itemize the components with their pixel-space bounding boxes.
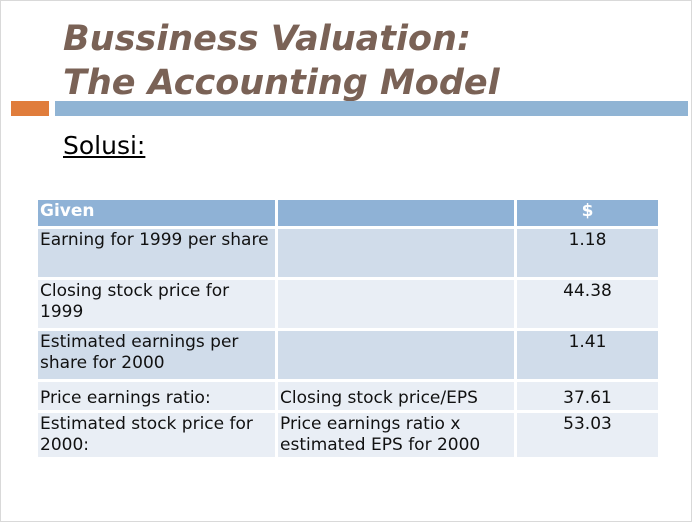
row-label: Earning for 1999 per share: [38, 229, 275, 277]
row-formula: [278, 229, 514, 277]
row-formula: Closing stock price/EPS: [278, 382, 514, 410]
row-formula: [278, 331, 514, 379]
slide-title-line-2: The Accounting Model: [63, 63, 500, 103]
table-header-row: Given $: [38, 200, 658, 226]
accent-bar: [11, 101, 49, 116]
header-given: Given: [38, 200, 275, 226]
row-label: Estimated stock price for 2000:: [38, 413, 275, 457]
table-row: Price earnings ratio: Closing stock pric…: [38, 382, 658, 410]
table-row: Earning for 1999 per share 1.18: [38, 229, 658, 277]
row-formula: Price earnings ratio x estimated EPS for…: [278, 413, 514, 457]
table-row: Estimated earnings per share for 2000 1.…: [38, 331, 658, 379]
title-divider: [55, 101, 688, 116]
header-currency: $: [517, 200, 658, 226]
row-value: 1.41: [517, 331, 658, 379]
slide-title: Bussiness Valuation: The Accounting Mode…: [63, 17, 500, 105]
table-row: Closing stock price for 1999 44.38: [38, 280, 658, 328]
row-label: Closing stock price for 1999: [38, 280, 275, 328]
header-formula: [278, 200, 514, 226]
row-formula: [278, 280, 514, 328]
slide-title-line-1: Bussiness Valuation:: [63, 19, 471, 59]
valuation-table: Given $ Earning for 1999 per share 1.18 …: [35, 197, 661, 460]
slide-subtitle: Solusi:: [63, 131, 146, 160]
row-value: 53.03: [517, 413, 658, 457]
table-row: Estimated stock price for 2000: Price ea…: [38, 413, 658, 457]
row-label: Price earnings ratio:: [38, 382, 275, 410]
row-value: 44.38: [517, 280, 658, 328]
row-label: Estimated earnings per share for 2000: [38, 331, 275, 379]
row-value: 37.61: [517, 382, 658, 410]
row-value: 1.18: [517, 229, 658, 277]
